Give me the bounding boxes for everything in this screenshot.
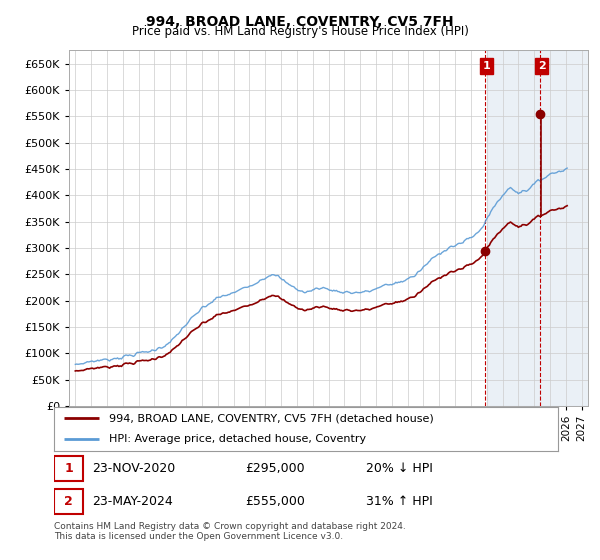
FancyBboxPatch shape [54, 456, 83, 481]
Text: 23-MAY-2024: 23-MAY-2024 [92, 496, 173, 508]
Text: 2: 2 [64, 496, 73, 508]
Text: 23-NOV-2020: 23-NOV-2020 [92, 462, 175, 475]
Text: 31% ↑ HPI: 31% ↑ HPI [367, 496, 433, 508]
Text: HPI: Average price, detached house, Coventry: HPI: Average price, detached house, Cove… [109, 435, 367, 445]
Text: 994, BROAD LANE, COVENTRY, CV5 7FH (detached house): 994, BROAD LANE, COVENTRY, CV5 7FH (deta… [109, 413, 434, 423]
Text: 994, BROAD LANE, COVENTRY, CV5 7FH: 994, BROAD LANE, COVENTRY, CV5 7FH [146, 15, 454, 29]
Text: 2: 2 [538, 61, 545, 71]
Text: 1: 1 [482, 61, 490, 71]
Text: 1: 1 [64, 462, 73, 475]
Text: £295,000: £295,000 [245, 462, 305, 475]
Text: £555,000: £555,000 [245, 496, 305, 508]
FancyBboxPatch shape [54, 489, 83, 515]
Bar [487, 50, 600, 406]
Text: Contains HM Land Registry data © Crown copyright and database right 2024.
This d: Contains HM Land Registry data © Crown c… [54, 522, 406, 542]
Text: Price paid vs. HM Land Registry's House Price Index (HPI): Price paid vs. HM Land Registry's House … [131, 25, 469, 38]
Text: 20% ↓ HPI: 20% ↓ HPI [367, 462, 433, 475]
